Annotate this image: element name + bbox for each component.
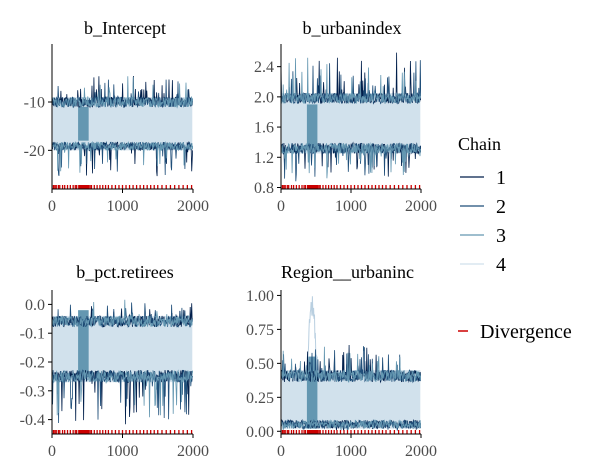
trace-stuck-chain-3 xyxy=(306,356,318,429)
x-tick-label: 0 xyxy=(48,198,56,215)
panel-region-urbanindex: Region__urbaninc 1.00 0.75 0.50 0.25 0.000 10… xyxy=(246,262,437,460)
panel-title: b_urbanindex xyxy=(303,18,402,38)
y-tick-label: -20 xyxy=(24,143,45,160)
trace-excursion-chain-4 xyxy=(306,296,318,381)
y-tick-label: -0.1 xyxy=(20,326,45,343)
trace-line-chain-3-upper xyxy=(52,76,193,109)
trace-line-chain-3-lower xyxy=(281,141,421,179)
x-tick-label: 2000 xyxy=(177,198,209,215)
panel-b-pct-retirees: b_pct.retirees 0.0 -0.1 -0.2 -0.3 -0.40 1000 2… xyxy=(20,262,209,460)
trace-line-chain-3-lower xyxy=(52,369,193,418)
y-tick-label: -10 xyxy=(24,95,45,112)
x-tick-label: 1000 xyxy=(335,198,367,215)
x-tick-label: 1000 xyxy=(335,443,367,460)
y-tick-label: -0.2 xyxy=(20,355,45,372)
panel-title: Region__urbaninc xyxy=(281,262,414,282)
x-tick-label: 0 xyxy=(277,198,285,215)
trace-stuck-chain-3 xyxy=(306,104,318,150)
y-tick-label: 0.0 xyxy=(25,297,45,314)
legend-label-chain-1: 1 xyxy=(496,167,506,189)
x-tick-label: 0 xyxy=(48,443,56,460)
y-tick-label: 0.75 xyxy=(246,322,274,339)
x-tick-label: 2000 xyxy=(177,443,209,460)
legend-label-divergence: Divergence xyxy=(480,321,572,343)
panel-title: b_pct.retirees xyxy=(76,262,173,282)
trace-stuck-chain-3 xyxy=(78,106,89,141)
y-tick-label: 0.25 xyxy=(246,390,274,407)
legend-title: Chain xyxy=(458,134,501,154)
trace-line-chain-3-upper xyxy=(281,346,421,383)
trace-line-chain-2-upper xyxy=(281,60,421,105)
panel-b-intercept: b_Intercept -10 -20 0 1000 2000 xyxy=(24,18,209,215)
panel-b-urbanindex: b_urbanindex 2.4 2.0 1.6 1.2 0.80 1000 2000 xyxy=(254,18,437,215)
y-tick-label: -0.3 xyxy=(20,383,45,400)
trace-area xyxy=(281,52,421,189)
y-tick-label: 1.2 xyxy=(254,150,274,167)
x-tick-label: 2000 xyxy=(405,198,437,215)
legend-label-chain-4: 4 xyxy=(496,254,506,276)
y-tick-label: 2.0 xyxy=(254,89,274,106)
trace-line-chain-3-upper xyxy=(281,57,421,105)
x-tick-label: 0 xyxy=(277,443,285,460)
x-tick-label: 1000 xyxy=(107,198,139,215)
y-tick-label: 0.8 xyxy=(254,180,274,197)
trace-line-chain-3-upper xyxy=(52,299,193,328)
y-tick-label: 0.50 xyxy=(246,356,274,373)
y-tick-label: -0.4 xyxy=(20,412,45,429)
panel-title: b_Intercept xyxy=(84,18,166,38)
y-tick-label: 1.00 xyxy=(246,288,274,305)
legend-label-chain-3: 3 xyxy=(496,225,506,247)
y-tick-label: 2.4 xyxy=(254,59,274,76)
trace-line-chain-3-lower xyxy=(52,140,193,173)
y-tick-label: 1.6 xyxy=(254,120,274,137)
trace-area xyxy=(52,75,193,189)
x-tick-label: 1000 xyxy=(107,443,139,460)
legend: Chain 1 2 3 4 Divergence xyxy=(458,134,572,343)
x-tick-label: 2000 xyxy=(405,443,437,460)
legend-label-chain-2: 2 xyxy=(496,196,506,218)
y-tick-label: 0.00 xyxy=(246,424,274,441)
trace-area xyxy=(52,299,193,434)
trace-line-chain-3-lower xyxy=(281,419,421,431)
trace-stuck-chain-3 xyxy=(78,310,89,377)
trace-area xyxy=(281,296,421,434)
